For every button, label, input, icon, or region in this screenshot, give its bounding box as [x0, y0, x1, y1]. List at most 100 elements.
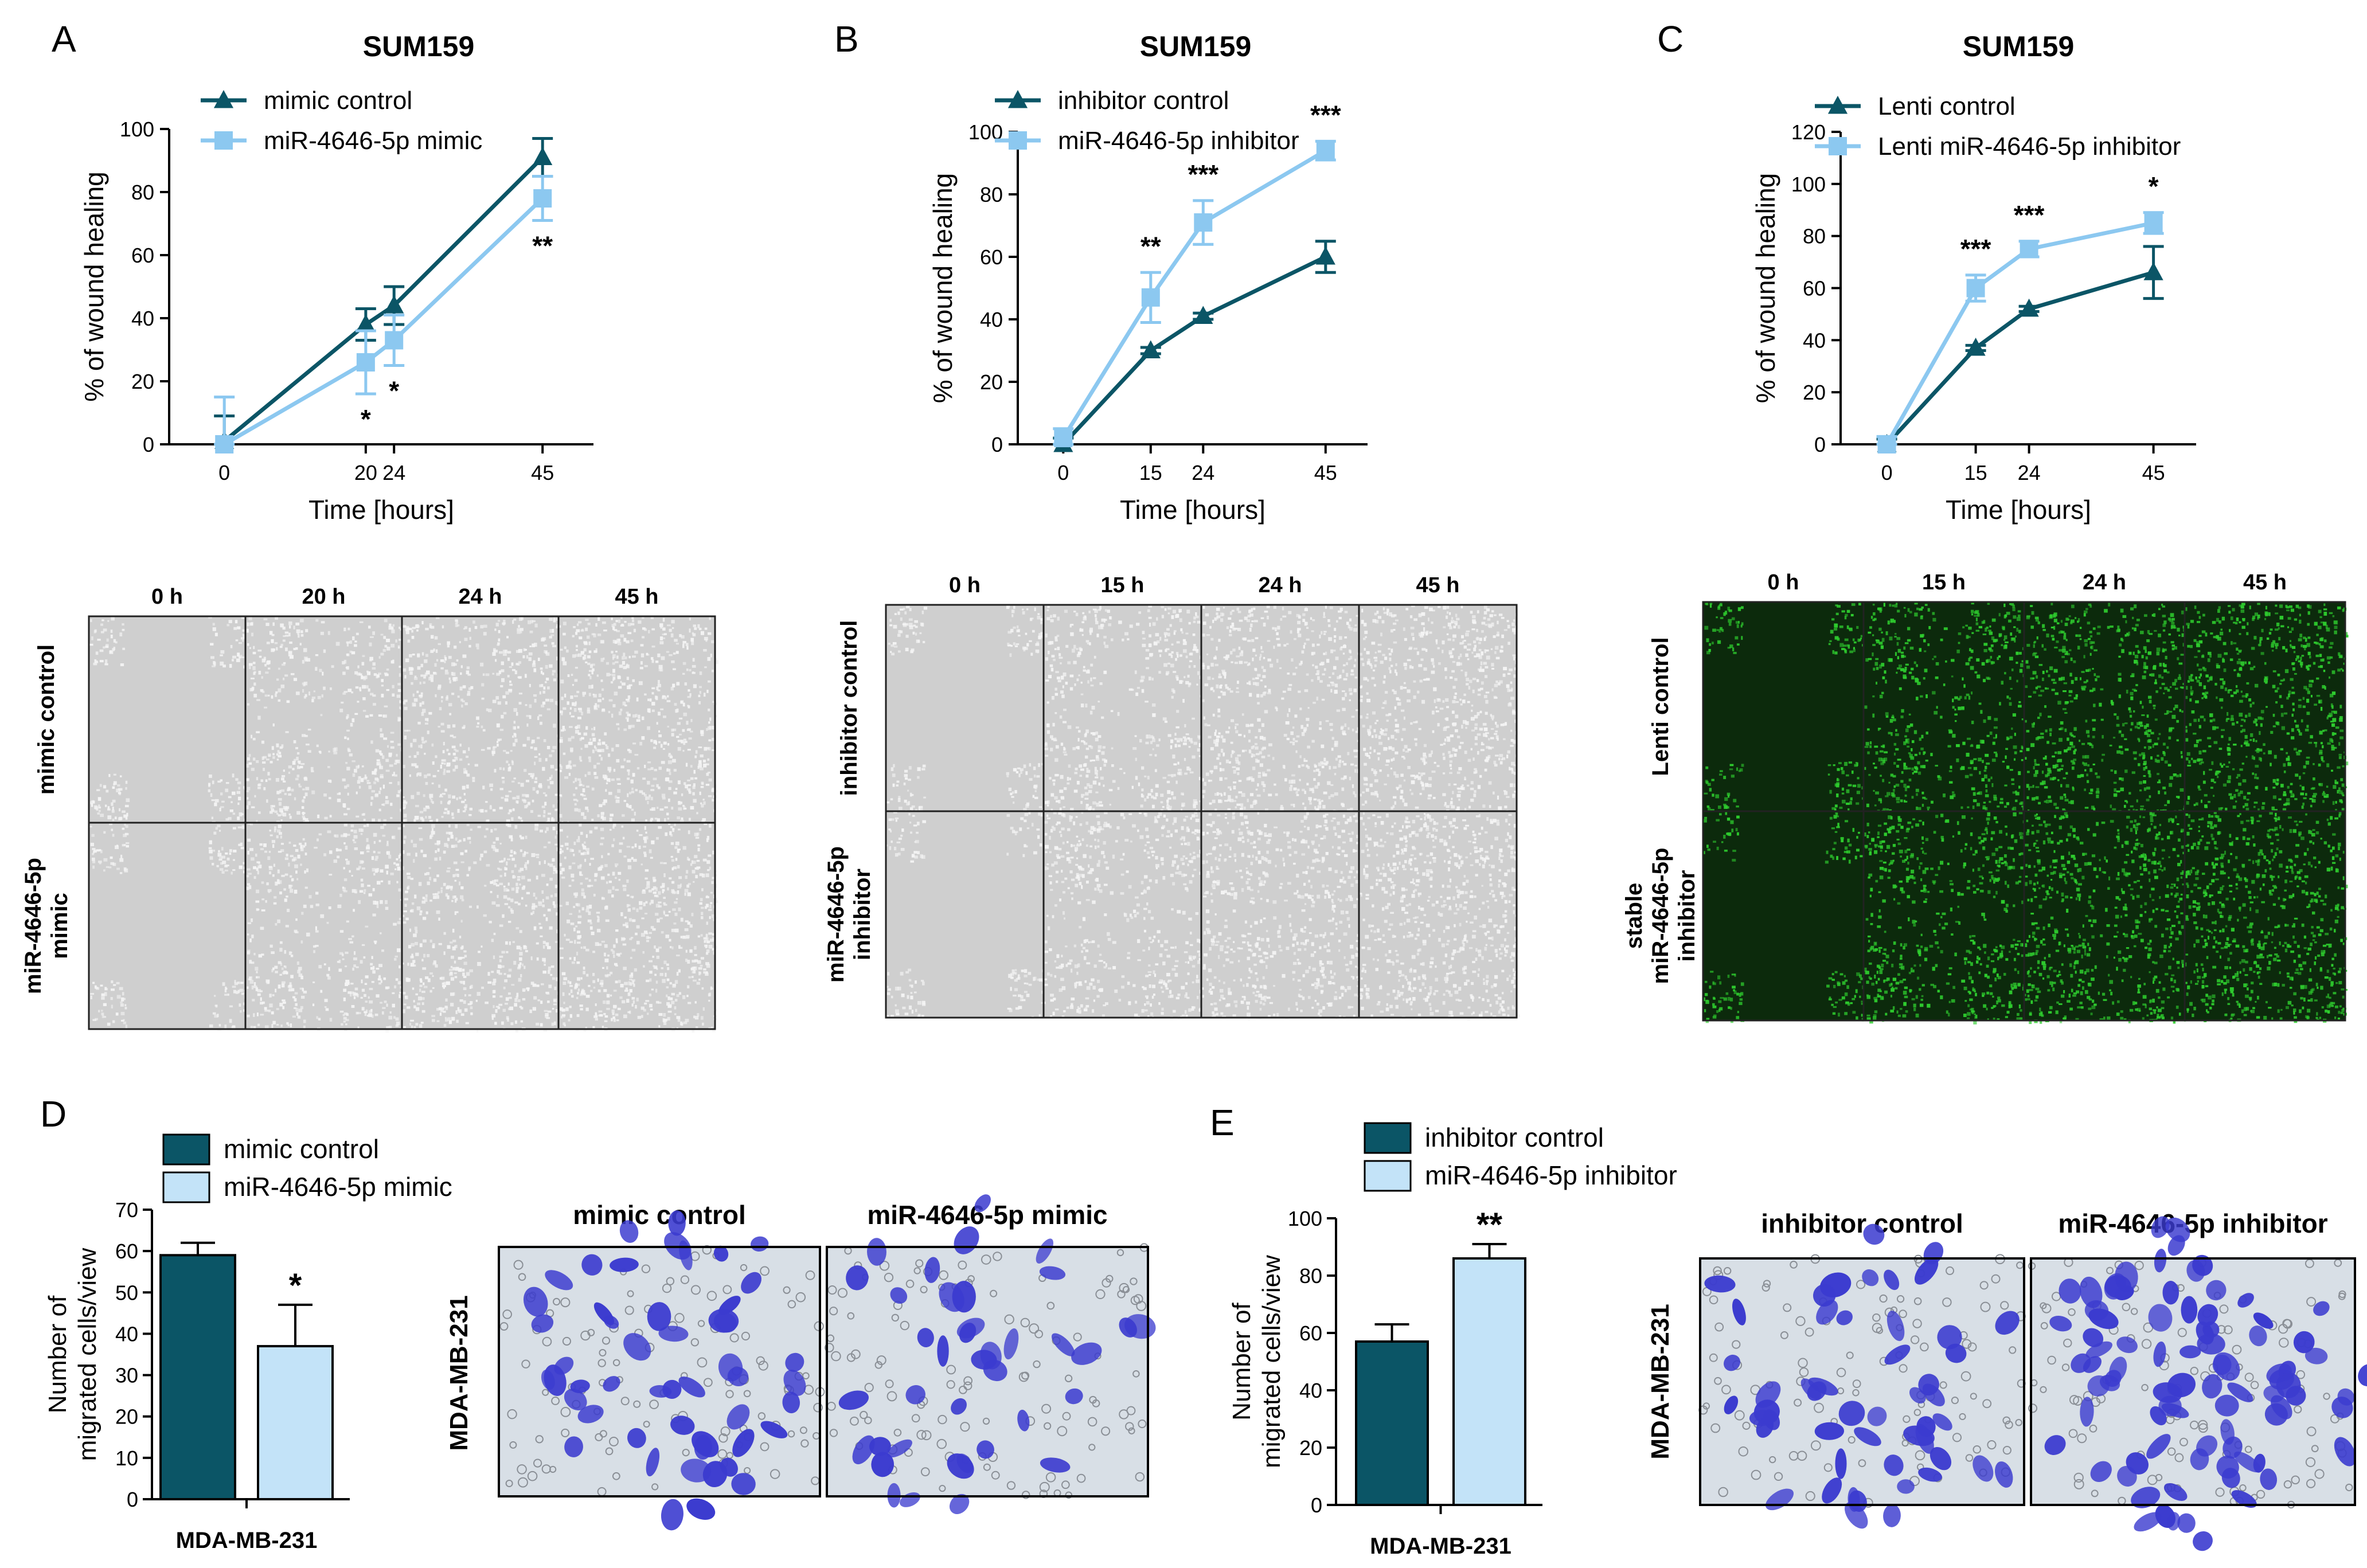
cell — [684, 741, 688, 743]
cell — [504, 903, 509, 905]
cell — [512, 620, 514, 624]
cell — [421, 818, 425, 822]
cell — [92, 848, 96, 850]
cell — [1182, 639, 1186, 642]
cell — [923, 796, 926, 799]
cell — [249, 848, 253, 851]
cell — [447, 945, 451, 949]
cell — [386, 646, 390, 651]
cell — [358, 785, 361, 789]
cell — [515, 663, 519, 666]
cell — [1178, 744, 1181, 748]
cell — [706, 728, 708, 731]
cell — [508, 764, 510, 766]
cell — [460, 861, 464, 863]
cell — [221, 847, 224, 851]
cell — [343, 659, 347, 664]
cell — [560, 710, 563, 714]
cell — [220, 779, 223, 782]
cell — [463, 725, 466, 728]
legend-label-1: mimic control — [264, 87, 412, 115]
cell — [897, 611, 900, 615]
cell — [429, 674, 434, 678]
cell — [411, 909, 414, 913]
data-point-triangle — [2143, 262, 2163, 280]
cell — [513, 618, 517, 621]
cell — [430, 650, 434, 653]
cell — [388, 752, 392, 756]
cell — [412, 654, 415, 656]
cell — [375, 855, 378, 859]
cell — [543, 810, 546, 814]
cell — [337, 961, 340, 963]
cell — [399, 706, 401, 709]
cell — [585, 834, 588, 838]
cell — [464, 626, 467, 629]
cell — [101, 1015, 104, 1018]
cell — [1174, 733, 1177, 736]
cell — [520, 1007, 524, 1010]
significance-label: *** — [1188, 159, 1218, 189]
cell — [330, 687, 332, 690]
cell — [301, 806, 304, 810]
cell — [485, 819, 490, 823]
cell — [1192, 633, 1196, 636]
cell — [482, 729, 486, 732]
cell — [517, 878, 521, 881]
cell — [1151, 738, 1155, 742]
cell — [579, 784, 581, 787]
cell — [1252, 682, 1256, 686]
cell — [1168, 805, 1172, 809]
cell — [696, 1026, 698, 1029]
cell — [1099, 605, 1102, 609]
cell — [225, 986, 227, 989]
cell — [314, 846, 318, 849]
cell — [1349, 692, 1353, 695]
cell — [360, 851, 364, 855]
cell — [708, 795, 712, 797]
series-line-1 — [222, 156, 544, 443]
cell — [646, 796, 650, 800]
cell — [459, 895, 464, 900]
cell — [612, 654, 616, 659]
cell — [555, 912, 560, 916]
cell — [481, 697, 485, 700]
cell — [480, 625, 483, 629]
cell — [612, 886, 615, 890]
cell — [563, 707, 567, 710]
cell — [1171, 615, 1174, 619]
cell — [1175, 613, 1179, 618]
cell — [111, 980, 114, 984]
cell — [1237, 761, 1241, 765]
cell — [1355, 730, 1359, 733]
cell — [894, 613, 897, 615]
cell — [612, 871, 615, 876]
cell — [1023, 764, 1026, 768]
cell — [596, 674, 599, 677]
cell — [237, 802, 240, 805]
cell — [631, 979, 635, 982]
cell — [470, 686, 474, 690]
cell — [572, 635, 575, 638]
cell — [551, 749, 555, 753]
cell — [1169, 624, 1172, 627]
cell — [395, 1025, 399, 1027]
cell — [1323, 633, 1326, 635]
cell — [598, 738, 601, 742]
cell — [509, 854, 513, 857]
cell — [560, 765, 563, 769]
cell — [518, 816, 521, 819]
cell — [419, 978, 423, 982]
cell — [1155, 784, 1159, 788]
cell — [1100, 767, 1102, 771]
cell — [625, 987, 628, 990]
cell — [651, 840, 655, 844]
cell — [711, 914, 714, 918]
cell — [353, 996, 356, 999]
x-tick-label: 20 — [354, 461, 377, 484]
cell — [1151, 795, 1154, 799]
cell — [257, 870, 259, 875]
cell — [711, 881, 714, 884]
cell — [1195, 612, 1197, 616]
cell — [345, 951, 349, 954]
